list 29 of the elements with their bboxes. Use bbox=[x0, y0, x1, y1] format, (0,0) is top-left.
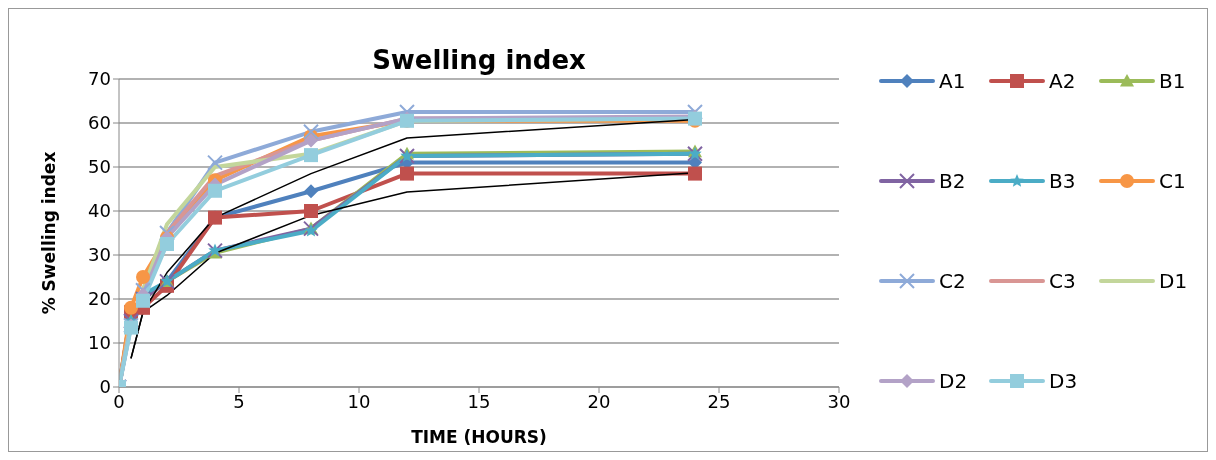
x-tick-label: 0 bbox=[113, 390, 125, 412]
legend-label: C1 bbox=[1159, 169, 1186, 193]
x-tick-label: 15 bbox=[467, 390, 491, 412]
legend-label: A2 bbox=[1049, 69, 1076, 93]
x-tick-label: 10 bbox=[347, 390, 371, 412]
x-axis-title: TIME (HOURS) bbox=[411, 427, 547, 447]
legend-label: B1 bbox=[1159, 69, 1186, 93]
y-tick-label: 60 bbox=[88, 112, 111, 134]
x-tick-label: 30 bbox=[827, 390, 851, 412]
legend-label: C2 bbox=[939, 269, 966, 293]
legend-label: B2 bbox=[939, 169, 966, 193]
legend-label: D1 bbox=[1159, 269, 1188, 293]
y-tick-label: 30 bbox=[88, 244, 111, 266]
legend-label: D2 bbox=[939, 369, 968, 393]
y-tick-label: 0 bbox=[99, 376, 111, 398]
chart-title: Swelling index bbox=[371, 45, 587, 75]
x-tick-label: 5 bbox=[233, 390, 245, 412]
y-axis-title: % Swelling index bbox=[39, 151, 60, 315]
legend-label: D3 bbox=[1049, 369, 1078, 393]
y-tick-label: 70 bbox=[88, 68, 111, 90]
x-tick-label: 20 bbox=[587, 390, 611, 412]
x-tick-label: 25 bbox=[707, 390, 731, 412]
y-tick-label: 20 bbox=[88, 288, 111, 310]
legend-label: A1 bbox=[939, 69, 966, 93]
y-tick-label: 10 bbox=[88, 332, 111, 354]
legend-label: C3 bbox=[1049, 269, 1076, 293]
y-tick-label: 50 bbox=[88, 156, 111, 178]
y-tick-label: 40 bbox=[88, 200, 111, 222]
legend-label: B3 bbox=[1049, 169, 1076, 193]
